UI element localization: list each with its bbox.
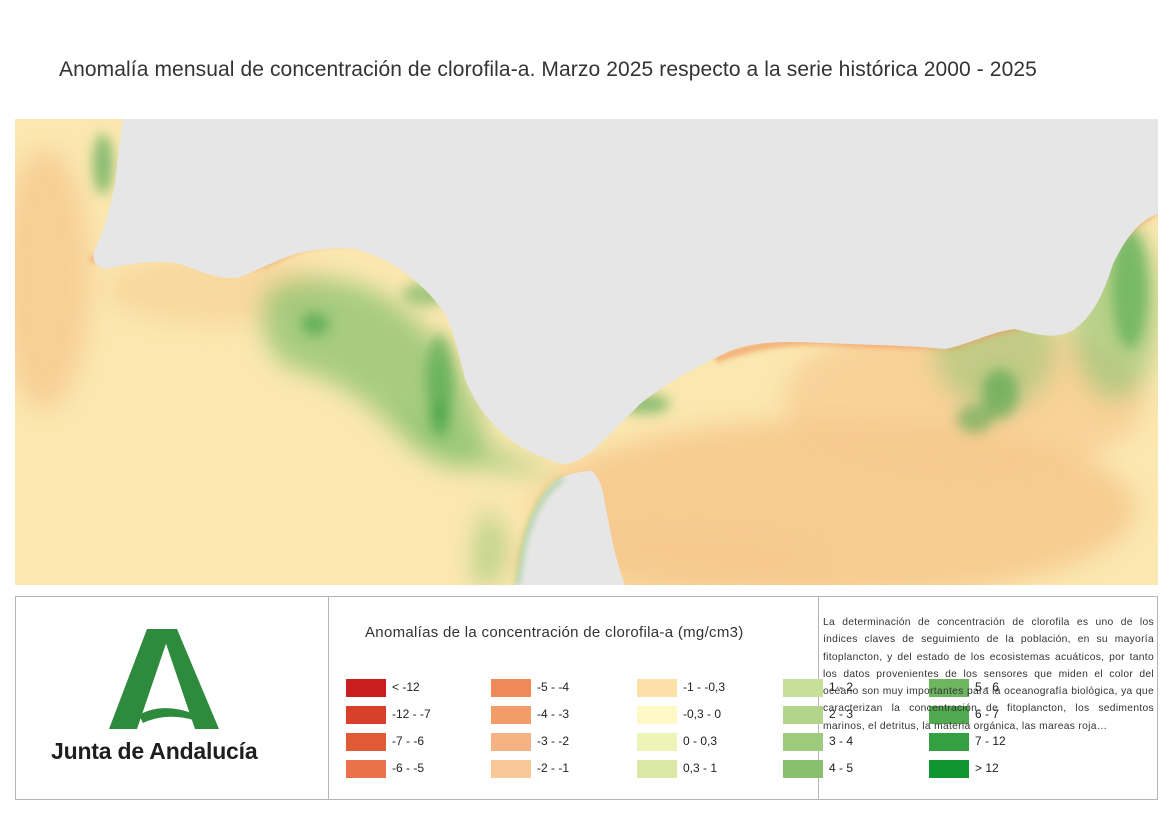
legend-label: < -12 [392,680,420,694]
legend-swatch [637,760,677,778]
legend-label: -12 - -7 [392,707,431,721]
legend-label: 0,3 - 1 [683,761,718,775]
legend-swatch [346,760,386,778]
legend-label: 5 - 6 [975,680,1000,694]
legend-swatch [783,706,823,724]
legend-swatch [637,706,677,724]
legend-label: 0 - 0,3 [683,734,718,748]
legend-label: 2 - 3 [829,707,854,721]
logo-area: Junta de Andalucía [16,597,329,799]
legend-label: -6 - -5 [392,761,425,775]
legend-swatch [491,679,531,697]
description-text: La determinación de concentración de clo… [823,617,1154,732]
legend-label: -1 - -0,3 [683,680,726,694]
page-title: Anomalía mensual de concentración de clo… [59,58,1037,81]
logo-text: Junta de Andalucía [51,738,258,764]
legend-swatch [929,679,969,697]
legend-label: -7 - -6 [392,734,425,748]
legend-title: Anomalías de la concentración de clorofi… [365,624,744,641]
legend-swatch [783,679,823,697]
legend-swatch [491,760,531,778]
moroccan-coast-bloom [514,476,565,585]
legend-label: 4 - 5 [829,761,854,775]
chlorophyll-anomaly-map [15,119,1158,585]
legend: Anomalías de la concentración de clorofi… [329,597,1006,799]
legend-label: 6 - 7 [975,707,1000,721]
legend-label: -2 - -1 [537,761,570,775]
legend-label: > 12 [975,761,999,775]
legend-swatch [491,733,531,751]
legend-swatch [637,679,677,697]
legend-swatch [346,733,386,751]
legend-swatch [783,760,823,778]
legend-label: -4 - -3 [537,707,570,721]
legend-label: -5 - -4 [537,680,570,694]
legend-label: 7 - 12 [975,734,1006,748]
legend-label: -0,3 - 0 [683,707,722,721]
legend-label: 1 - 2 [829,680,854,694]
legend-swatch [929,760,969,778]
legend-label: 3 - 4 [829,734,854,748]
legend-swatch [929,733,969,751]
junta-de-andalucia-logo-icon [109,629,219,729]
legend-swatch [346,706,386,724]
legend-swatch [491,706,531,724]
legend-swatch [346,679,386,697]
land-iberian-peninsula [93,119,1158,464]
legend-swatch [929,706,969,724]
footer-panel: Junta de Andalucía Anomalías de la conce… [15,596,1158,800]
legend-swatch [637,733,677,751]
legend-swatch [783,733,823,751]
legend-label: -3 - -2 [537,734,570,748]
